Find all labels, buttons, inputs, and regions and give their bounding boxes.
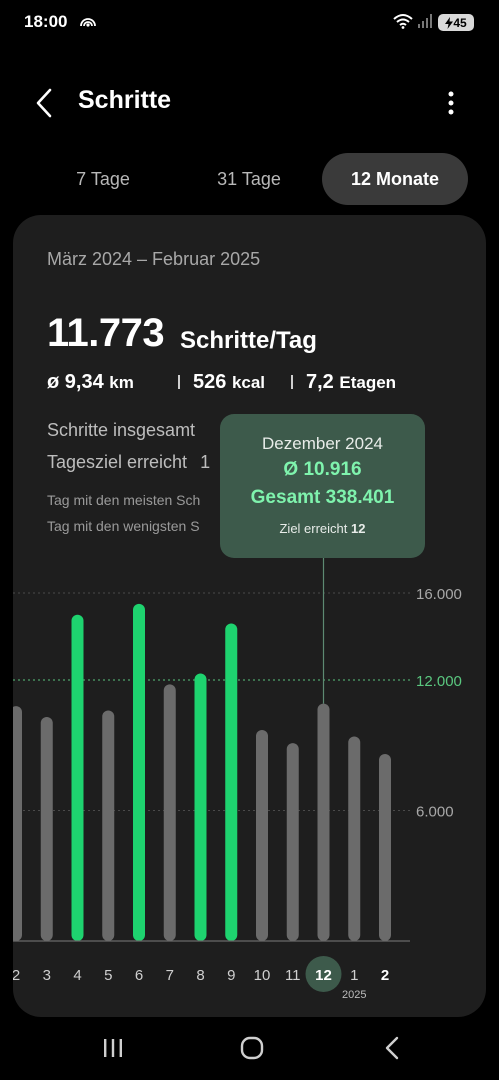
goal-reached-label: Tagesziel erreicht 1: [47, 452, 210, 473]
nav-back-button[interactable]: [383, 1036, 401, 1065]
period-range: März 2024 – Februar 2025: [47, 249, 261, 269]
page-title: Schritte: [78, 86, 172, 114]
floors-value: 7,2: [306, 371, 334, 393]
bar: [348, 736, 361, 941]
bar: [286, 743, 299, 941]
x-tick-label: 4: [73, 967, 81, 984]
bar: [13, 706, 22, 941]
status-bar: 18:00 45: [0, 0, 499, 46]
back-button[interactable]: [30, 86, 60, 120]
selected-month-highlight: [305, 956, 342, 992]
tab-7-days[interactable]: 7 Tage: [76, 168, 130, 189]
x-tick-label: 6: [135, 967, 143, 984]
metric-separator: [178, 375, 180, 389]
goal-reached-text: Tagesziel erreicht: [47, 452, 188, 472]
bar: [379, 753, 391, 941]
tab-31-days[interactable]: 31 Tage: [217, 168, 281, 189]
energy-unit: kcal: [231, 373, 266, 392]
app-header: Schritte: [0, 72, 499, 132]
x-tick-label: 2: [13, 967, 20, 984]
bar: [102, 710, 115, 941]
goal-tick-label: 12.000: [416, 673, 462, 690]
system-nav-bar: [0, 1020, 499, 1080]
average-steps-unit: Schritte/Tag: [180, 327, 317, 354]
x-tick-label: 10: [254, 967, 271, 984]
tab-12-months[interactable]: 12 Monate: [322, 153, 468, 205]
bar: [317, 703, 330, 941]
energy-metric: 526 kcal: [193, 371, 265, 394]
status-time: 18:00: [24, 12, 68, 31]
signal-icon: [418, 14, 432, 33]
floors-unit: Etagen: [339, 373, 397, 392]
bar: [40, 716, 53, 941]
bar: [163, 684, 176, 941]
tooltip-month: Dezember 2024: [262, 434, 383, 453]
x-tick-label: 1: [350, 967, 358, 984]
wifi-icon: [393, 13, 413, 34]
metric-separator: [291, 375, 293, 389]
bar: [133, 603, 145, 941]
total-steps-label: Schritte insgesamt: [47, 420, 196, 440]
tooltip-goal-label: Ziel erreicht: [279, 521, 348, 536]
distance-metric: ø 9,34 km: [47, 371, 134, 394]
bar: [71, 614, 84, 941]
year-label: 2025: [342, 989, 366, 1001]
x-tick-label: 11: [285, 967, 301, 984]
x-tick-label: 8: [196, 967, 204, 984]
energy-value: 526: [193, 371, 227, 393]
steps-card: März 2024 – Februar 2025 11.773 Schritte…: [13, 215, 486, 1017]
average-steps-value: 11.773: [47, 311, 165, 355]
bar: [194, 673, 207, 941]
x-tick-label: 2: [381, 967, 389, 984]
selected-month-tooltip: Dezember 2024 Ø 10.916 Gesamt 338.401 Zi…: [220, 414, 425, 558]
screen-cast-icon: [80, 13, 96, 32]
period-tabs: 7 Tage 31 Tage 12 Monate: [0, 153, 499, 205]
tooltip-goal-value: 12: [351, 521, 366, 536]
x-tick-label: 12: [315, 967, 332, 984]
y-tick-label: 6.000: [416, 804, 454, 821]
least-steps-day-label: Tag mit den wenigsten S: [47, 518, 200, 534]
x-tick-label: 5: [104, 967, 112, 984]
distance-value: ø 9,34: [47, 371, 104, 393]
more-options-button[interactable]: [440, 88, 462, 118]
tooltip-average: Ø 10.916: [283, 459, 362, 480]
bar: [225, 623, 238, 941]
bar: [256, 730, 268, 941]
floors-metric: 7,2 Etagen: [306, 371, 396, 394]
recent-apps-button[interactable]: [102, 1038, 124, 1063]
tooltip-total: Gesamt 338.401: [250, 487, 395, 508]
home-button[interactable]: [240, 1036, 264, 1065]
battery-level: 45: [453, 15, 467, 30]
y-tick-label: 16.000: [416, 586, 462, 603]
charging-bolt-icon: [445, 16, 454, 29]
battery-indicator: 45: [438, 14, 474, 31]
most-steps-day-label: Tag mit den meisten Sch: [47, 492, 201, 508]
x-tick-label: 9: [227, 967, 235, 984]
tooltip-goal: Ziel erreicht 12: [220, 521, 425, 536]
x-tick-label: 7: [166, 967, 174, 984]
x-tick-label: 3: [43, 967, 51, 984]
goal-reached-value: 1: [200, 452, 211, 472]
distance-unit: km: [109, 373, 134, 392]
